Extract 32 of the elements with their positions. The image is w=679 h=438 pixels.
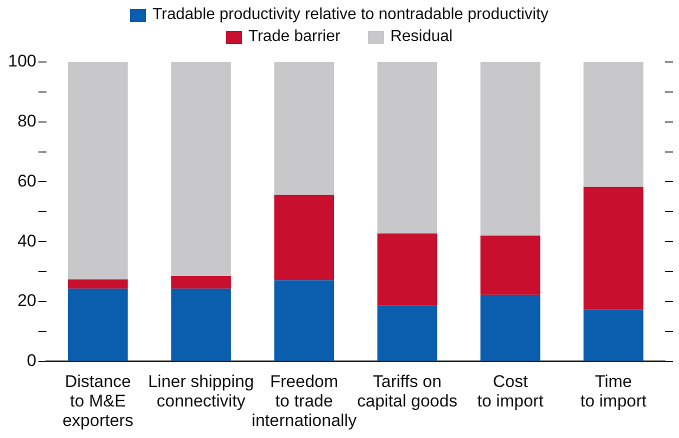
bar xyxy=(377,305,438,361)
y-tick-label: 20 xyxy=(17,291,36,310)
bar xyxy=(68,279,128,289)
y-tick-label: 40 xyxy=(17,231,36,250)
y-tick-label: 0 xyxy=(26,351,36,370)
y-tick-label: 80 xyxy=(17,112,36,131)
x-tick-label: Freedom to trade internationally xyxy=(252,372,358,430)
bar xyxy=(584,309,644,361)
bar xyxy=(171,288,231,361)
bar xyxy=(171,62,231,276)
bar xyxy=(274,280,334,361)
x-tick-label: Time to import xyxy=(580,372,647,410)
bar xyxy=(584,62,644,187)
legend-label: Tradable productivity relative to nontradable productivity xyxy=(152,6,549,24)
bar xyxy=(377,62,438,234)
bar xyxy=(68,288,128,361)
x-tick-label: Tariffs on capital goods xyxy=(357,372,458,410)
x-tick-label: Distance to M&E exporters xyxy=(62,372,134,430)
y-tick-label: 60 xyxy=(17,171,36,190)
bar xyxy=(68,62,128,280)
legend-label: Trade barrier xyxy=(248,28,340,46)
bar xyxy=(584,186,644,310)
y-tick-label: 100 xyxy=(8,52,36,71)
x-tick-label: Cost to import xyxy=(477,372,544,410)
bar xyxy=(480,294,540,361)
bar xyxy=(377,234,438,306)
bar xyxy=(480,236,540,295)
bar xyxy=(274,194,334,280)
bar xyxy=(480,62,540,236)
bar xyxy=(274,62,334,195)
bar xyxy=(171,276,231,289)
legend-label: Residual xyxy=(390,28,453,46)
